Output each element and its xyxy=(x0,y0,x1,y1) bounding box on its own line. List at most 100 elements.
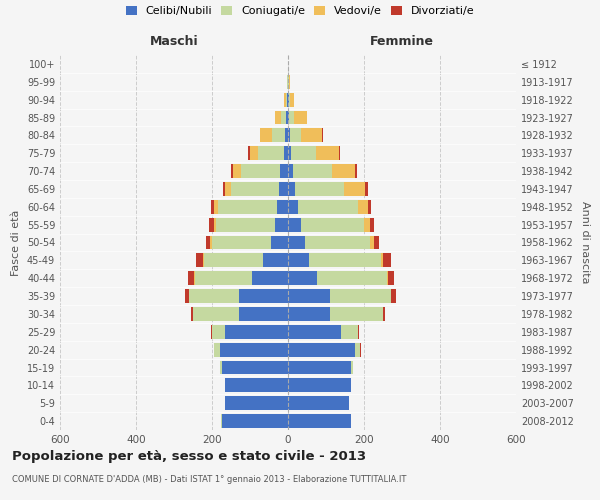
Bar xyxy=(288,271,317,285)
Bar xyxy=(257,146,284,160)
Bar xyxy=(209,218,214,232)
Bar xyxy=(239,289,288,303)
Y-axis label: Fasce di età: Fasce di età xyxy=(11,210,21,276)
Bar xyxy=(188,271,194,285)
Bar xyxy=(226,182,231,196)
Bar xyxy=(288,378,350,392)
Bar xyxy=(284,92,286,106)
Bar xyxy=(288,164,293,178)
Bar xyxy=(189,289,239,303)
Bar xyxy=(289,75,290,89)
Bar xyxy=(220,360,221,374)
Bar xyxy=(223,182,226,196)
Bar xyxy=(355,164,357,178)
Bar xyxy=(280,164,288,178)
Bar xyxy=(330,307,383,321)
Bar xyxy=(288,396,349,410)
Bar xyxy=(239,307,288,321)
Bar xyxy=(211,200,214,214)
Bar xyxy=(286,110,288,124)
Bar xyxy=(350,378,352,392)
Bar xyxy=(285,128,288,142)
Bar xyxy=(288,289,330,303)
Bar xyxy=(288,218,301,232)
Bar xyxy=(289,92,290,106)
Bar xyxy=(288,360,350,374)
Bar xyxy=(241,164,280,178)
Bar xyxy=(290,92,294,106)
Bar xyxy=(358,325,359,339)
Bar xyxy=(383,254,391,268)
Text: Popolazione per età, sesso e stato civile - 2013: Popolazione per età, sesso e stato civil… xyxy=(12,450,366,463)
Text: Maschi: Maschi xyxy=(149,35,199,48)
Bar xyxy=(278,182,288,196)
Bar xyxy=(288,128,290,142)
Bar xyxy=(305,236,370,250)
Bar xyxy=(250,146,257,160)
Bar xyxy=(309,254,381,268)
Bar xyxy=(355,342,360,356)
Bar xyxy=(364,218,370,232)
Bar xyxy=(370,236,373,250)
Bar xyxy=(260,128,272,142)
Bar xyxy=(289,110,294,124)
Bar xyxy=(344,182,365,196)
Bar xyxy=(287,92,288,106)
Bar xyxy=(373,236,379,250)
Bar xyxy=(316,146,338,160)
Text: Femmine: Femmine xyxy=(370,35,434,48)
Bar xyxy=(220,342,288,356)
Bar xyxy=(275,110,281,124)
Bar xyxy=(350,360,353,374)
Bar xyxy=(288,307,330,321)
Bar xyxy=(206,236,210,250)
Bar xyxy=(286,92,287,106)
Bar xyxy=(290,128,301,142)
Bar xyxy=(214,200,218,214)
Bar xyxy=(288,342,355,356)
Bar xyxy=(205,254,263,268)
Bar xyxy=(288,110,289,124)
Bar xyxy=(368,200,371,214)
Bar xyxy=(221,360,288,374)
Bar xyxy=(381,254,383,268)
Bar xyxy=(281,110,286,124)
Bar xyxy=(226,378,288,392)
Bar xyxy=(233,164,241,178)
Bar xyxy=(317,271,387,285)
Bar xyxy=(387,271,388,285)
Bar xyxy=(288,414,350,428)
Bar xyxy=(221,414,288,428)
Bar xyxy=(224,378,226,392)
Bar xyxy=(271,236,288,250)
Bar xyxy=(196,254,203,268)
Bar xyxy=(391,289,396,303)
Bar xyxy=(330,289,391,303)
Bar xyxy=(214,218,216,232)
Bar xyxy=(191,307,193,321)
Bar xyxy=(288,236,305,250)
Bar xyxy=(203,254,205,268)
Bar xyxy=(252,271,288,285)
Bar xyxy=(301,218,364,232)
Bar xyxy=(284,146,288,160)
Bar xyxy=(341,325,358,339)
Bar xyxy=(226,396,288,410)
Bar xyxy=(322,128,323,142)
Bar xyxy=(214,342,220,356)
Bar xyxy=(288,325,341,339)
Bar xyxy=(288,182,295,196)
Bar xyxy=(295,182,344,196)
Bar xyxy=(288,200,298,214)
Bar xyxy=(370,218,374,232)
Legend: Celibi/Nubili, Coniugati/e, Vedovi/e, Divorziati/e: Celibi/Nubili, Coniugati/e, Vedovi/e, Di… xyxy=(125,6,475,16)
Bar xyxy=(226,325,288,339)
Bar xyxy=(383,307,385,321)
Bar xyxy=(298,200,358,214)
Bar xyxy=(332,164,355,178)
Bar xyxy=(211,325,212,339)
Bar xyxy=(193,307,239,321)
Bar xyxy=(358,200,368,214)
Bar xyxy=(231,164,233,178)
Bar xyxy=(248,146,250,160)
